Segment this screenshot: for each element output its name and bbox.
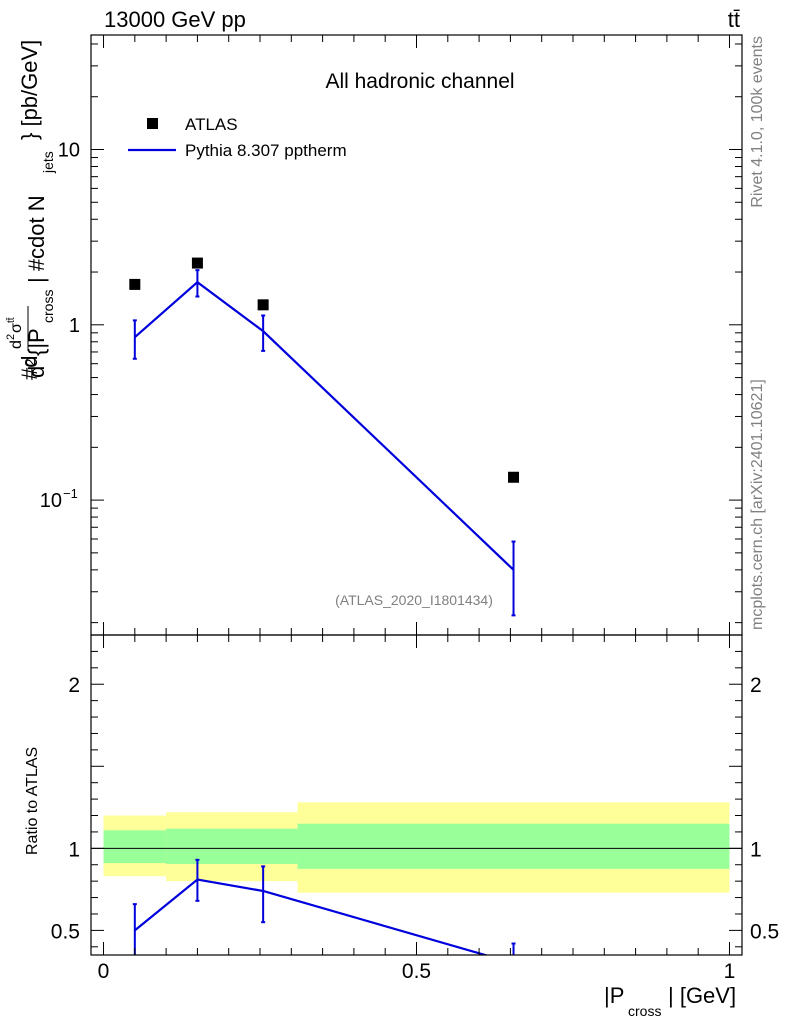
x-axis-label-sub: cross xyxy=(628,1003,661,1019)
main-series-layer xyxy=(129,257,520,617)
pythia-line xyxy=(134,280,515,571)
ratio-axis-ticks xyxy=(91,635,742,955)
ratio-y-axis-label: Ratio to ATLAS xyxy=(24,747,41,855)
ratio-y-tick-label-left: 2 xyxy=(68,674,80,697)
main-y-tick-label: 10 xyxy=(58,140,80,162)
main-y-tick-label: 10 xyxy=(40,490,62,512)
ratio-y-tick-label-right: 2 xyxy=(750,674,762,697)
ratio-uncertainty-bands xyxy=(103,802,730,893)
atlas-data-point xyxy=(508,471,520,483)
legend-atlas-label: ATLAS xyxy=(185,115,238,134)
ratio-y-tick-label-right: 0.5 xyxy=(750,920,779,943)
ratio-tick-labels: 2 2 1 1 0.5 0.5 0 0.5 1 xyxy=(51,674,779,983)
energy-label: 13000 GeV pp xyxy=(104,7,246,32)
ratio-stat-uncertainty-band xyxy=(103,830,167,864)
legend: ATLAS Pythia 8.307 pptherm xyxy=(128,115,347,160)
chart-title: All hadronic channel xyxy=(325,70,514,93)
ratio-pythia-line xyxy=(134,878,490,955)
x-axis-label-prefix: |P xyxy=(604,983,624,1008)
legend-atlas-marker xyxy=(147,118,158,129)
mcplots-label: mcplots.cern.ch [arXiv:2401.10621] xyxy=(749,379,766,630)
ratio-y-tick-label-left: 1 xyxy=(68,838,80,861)
ratio-stat-uncertainty-band xyxy=(166,828,298,864)
main-y-axis-label-den-text: {|P xyxy=(24,328,49,356)
ratio-y-tick-label-right: 1 xyxy=(750,838,762,861)
main-y-axis-label-num-d: d xyxy=(8,340,25,349)
analysis-tag: (ATLAS_2020_I1801434) xyxy=(335,592,493,608)
main-y-axis-label-den-text2: | #cdot N xyxy=(24,195,49,283)
process-label: tt̄ xyxy=(728,7,740,32)
rivet-version-label: Rivet 4.1.0, 100k events xyxy=(749,36,766,208)
ratio-y-tick-label-left: 0.5 xyxy=(51,920,80,943)
main-y-tick-label: 1 xyxy=(69,315,80,337)
x-axis-label: |P cross | [GeV] xyxy=(604,983,736,1019)
atlas-data-point xyxy=(257,299,269,311)
x-tick-label: 0 xyxy=(98,960,110,983)
main-y-axis-label-sigma-sup: tt̄ xyxy=(5,317,17,323)
main-y-axis-label: #d d 2 σ tt̄ d 2 {|P cross | #cdot N jet… xyxy=(5,40,56,380)
legend-pythia-label: Pythia 8.307 pptherm xyxy=(185,141,347,160)
main-y-axis-label-sigma: σ xyxy=(8,323,25,333)
x-tick-label: 0.5 xyxy=(402,960,431,983)
ratio-stat-uncertainty-band xyxy=(297,823,730,869)
main-y-axis-label-den-exp: 2 xyxy=(23,359,38,366)
ratio-panel: 2 2 1 1 0.5 0.5 0 0.5 1 Ratio to ATLAS |P cross … xyxy=(24,634,779,1019)
main-y-axis-label-prefix: #d xyxy=(17,356,42,380)
x-axis-label-suffix: | [GeV] xyxy=(668,983,736,1008)
main-axis-ticks xyxy=(91,35,742,635)
x-tick-label: 1 xyxy=(724,960,736,983)
main-y-axis-label-suffix: } [pb/GeV] xyxy=(17,40,42,140)
main-y-axis-label-num-exp: 2 xyxy=(5,334,17,340)
main-y-axis-label-den-d: d xyxy=(24,366,49,378)
main-y-tick-label-exponent: −1 xyxy=(63,486,78,501)
main-y-axis-label-den-sub: cross xyxy=(40,290,56,323)
atlas-data-point xyxy=(191,257,203,269)
main-y-axis-label-den-sub2: jets xyxy=(40,151,56,174)
ratio-panel-frame xyxy=(90,634,743,956)
atlas-data-point xyxy=(129,278,141,290)
